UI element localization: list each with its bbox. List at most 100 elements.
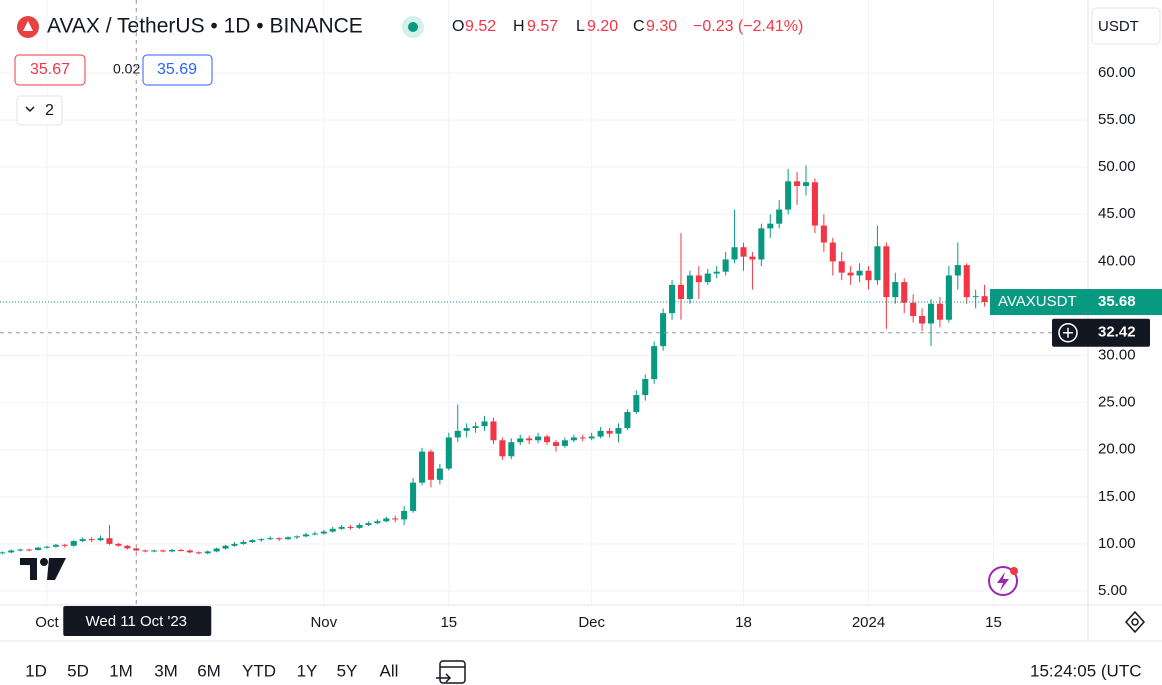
candle-body — [124, 545, 131, 549]
sell-box[interactable] — [14, 54, 86, 86]
close-value: 9.30 — [646, 18, 677, 35]
candle-body — [258, 539, 265, 541]
candle-body — [329, 528, 336, 532]
chevron-icon — [25, 106, 35, 113]
candle-body — [151, 550, 158, 552]
candle-body — [544, 436, 551, 443]
candle-body — [633, 395, 640, 413]
candle-body — [356, 525, 363, 528]
candle-body — [445, 437, 452, 469]
candle-body — [231, 543, 238, 546]
candle-body — [392, 518, 399, 520]
candle-body — [17, 549, 24, 551]
candle-body — [365, 523, 372, 526]
candle-body — [606, 430, 613, 434]
candle-body — [901, 282, 908, 303]
candle-body — [624, 412, 631, 429]
flash-badge — [1010, 567, 1018, 575]
candle-body — [794, 181, 801, 187]
candle-body — [552, 442, 560, 446]
currency-button[interactable] — [1091, 7, 1161, 45]
candle-body — [936, 303, 943, 320]
candle-body — [677, 284, 685, 300]
candle-body — [847, 272, 854, 276]
range-button[interactable]: 5Y — [337, 661, 358, 680]
candle-body — [106, 538, 113, 544]
candle-body — [142, 550, 149, 552]
candle-body — [517, 438, 524, 443]
tv-logo — [20, 558, 66, 580]
currency-label: USDT — [1098, 18, 1139, 35]
candle-body — [954, 265, 961, 276]
indicators-toggle[interactable] — [16, 95, 63, 126]
candle-body — [642, 379, 649, 396]
candle-body — [776, 209, 783, 224]
candle-body — [302, 534, 309, 537]
candle-body — [195, 552, 202, 554]
symbol-title[interactable]: AVAX / TetherUS • 1D • BINANCE — [47, 15, 363, 38]
candle-body — [927, 303, 935, 324]
x-tick-label: Oct — [35, 614, 59, 631]
bid-price: 35.67 — [30, 61, 70, 78]
candle-body — [981, 296, 988, 303]
candle-body — [204, 551, 211, 554]
flash-icon[interactable] — [988, 566, 1018, 596]
range-button[interactable]: All — [380, 661, 399, 680]
candle-body — [767, 223, 774, 229]
range-button[interactable]: 1Y — [297, 661, 318, 680]
candle-body — [70, 541, 77, 546]
low-value: 9.20 — [587, 18, 618, 35]
y-tick-label: 15.00 — [1098, 488, 1136, 505]
candle-body — [740, 247, 747, 257]
date-range-icon[interactable] — [436, 660, 466, 684]
settings-icon[interactable] — [1124, 610, 1146, 634]
x-tick-label: 15 — [440, 614, 457, 631]
candle-body — [311, 533, 318, 535]
range-button[interactable]: 5D — [67, 661, 89, 680]
candle-body — [579, 437, 586, 439]
range-button[interactable]: 3M — [154, 661, 178, 680]
range-button[interactable]: 1D — [25, 661, 47, 680]
candle-body — [338, 526, 345, 529]
settings-icon-center — [1131, 618, 1139, 626]
candle-body — [704, 273, 711, 283]
candle-body — [499, 440, 506, 457]
candle-body — [472, 426, 479, 429]
candle-body — [615, 428, 622, 434]
candle-body — [963, 265, 970, 298]
flash-bolt — [997, 572, 1009, 591]
candle-body — [410, 482, 417, 511]
candle-body — [561, 440, 568, 446]
candle-body — [222, 545, 229, 549]
range-button[interactable]: 6M — [197, 661, 221, 680]
candle-body — [97, 538, 104, 541]
market-status-dot — [408, 22, 418, 32]
candle-body — [490, 421, 497, 441]
add-alert-icon[interactable] — [1058, 322, 1078, 343]
x-tick-label: 15 — [985, 614, 1002, 631]
y-tick-label: 10.00 — [1098, 535, 1136, 552]
buy-box[interactable] — [142, 54, 213, 86]
range-button[interactable]: 1M — [109, 661, 133, 680]
candle-body — [177, 550, 184, 551]
candle-body — [749, 256, 756, 260]
candle-body — [722, 259, 729, 272]
last-price-tag — [990, 289, 1162, 316]
ask-price: 35.69 — [157, 61, 197, 78]
candle-body — [320, 531, 327, 534]
candle-body — [535, 436, 542, 441]
candle-body — [669, 284, 676, 314]
candle-body — [35, 547, 42, 550]
range-button[interactable]: YTD — [242, 661, 276, 680]
candle-body — [26, 549, 33, 551]
last-price-value: 35.68 — [1098, 293, 1136, 310]
x-tick-label: 18 — [735, 614, 752, 631]
y-tick-label: 60.00 — [1098, 64, 1136, 81]
add-alert-plus — [1063, 327, 1073, 338]
candle-body — [695, 275, 702, 283]
candle-body — [883, 246, 890, 298]
candle-body — [829, 242, 836, 262]
candle-body — [160, 550, 167, 552]
open-label: O — [452, 18, 464, 35]
